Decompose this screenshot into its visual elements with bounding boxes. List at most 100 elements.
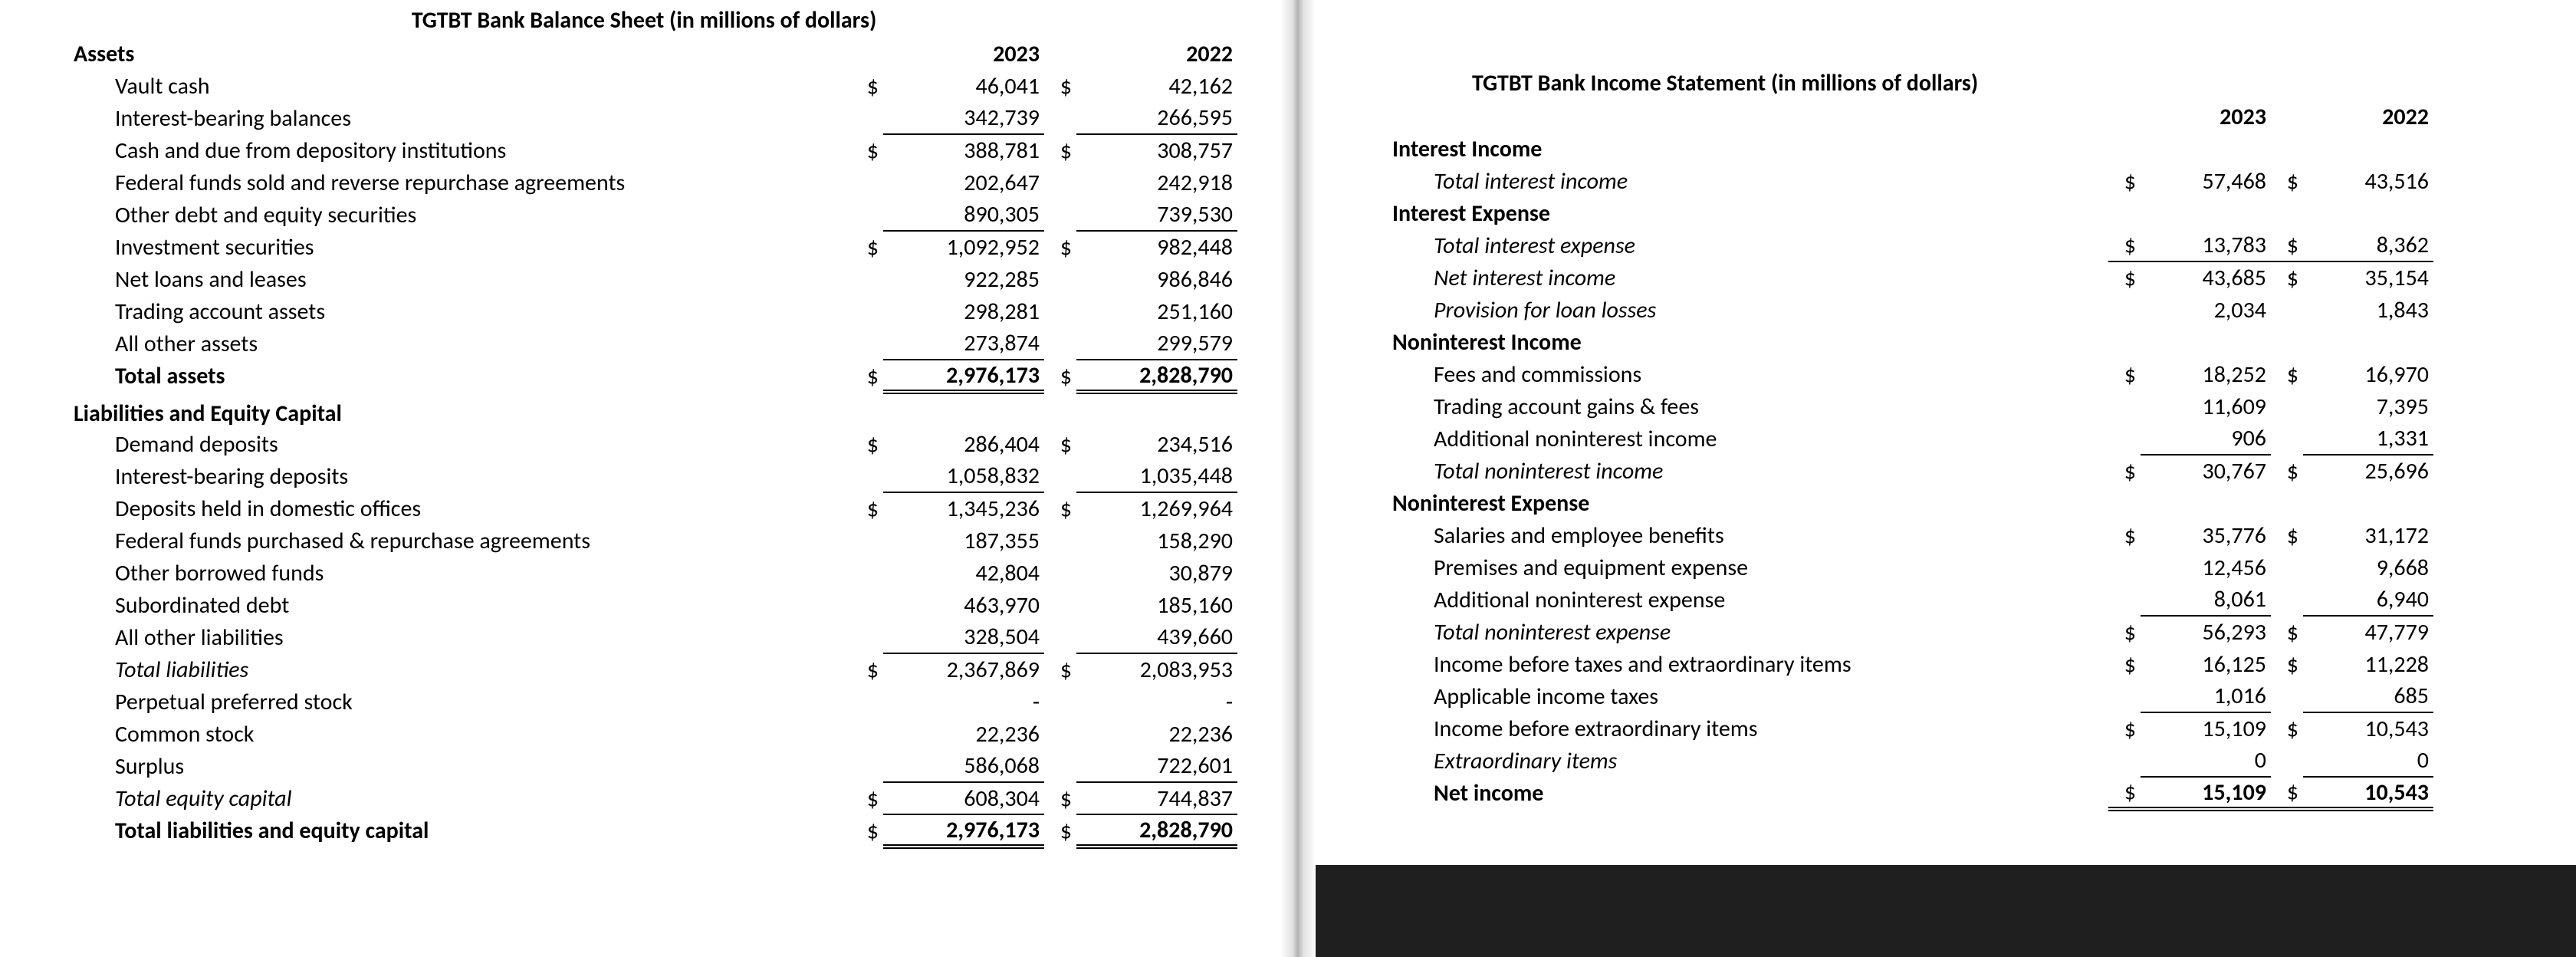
currency-symbol bbox=[1044, 621, 1076, 653]
row-label: Vault cash bbox=[69, 70, 851, 102]
table-row: All other assets273,874299,579 bbox=[69, 327, 1237, 360]
row-label: Total equity capital bbox=[69, 782, 851, 814]
row-value: 739,530 bbox=[1076, 199, 1237, 231]
currency-symbol bbox=[851, 557, 883, 589]
footer-bar bbox=[1316, 865, 2576, 957]
currency-symbol: $ bbox=[1044, 428, 1076, 460]
currency-symbol bbox=[2108, 294, 2141, 326]
row-value: 2,976,173 bbox=[883, 814, 1044, 847]
row-value: 328,504 bbox=[883, 621, 1044, 653]
row-value: 15,109 bbox=[2141, 777, 2271, 809]
currency-symbol: $ bbox=[851, 134, 883, 166]
row-value: 2,828,790 bbox=[1076, 814, 1237, 847]
row-label: Other borrowed funds bbox=[69, 557, 851, 589]
col-year-2022: 2022 bbox=[1076, 38, 1237, 70]
currency-symbol: $ bbox=[851, 428, 883, 460]
row-value: 463,970 bbox=[883, 589, 1044, 621]
row-label: Extraordinary items bbox=[1388, 745, 2108, 777]
currency-symbol bbox=[1044, 199, 1076, 231]
table-row: Total noninterest income$30,767$25,696 bbox=[1388, 455, 2433, 487]
row-value: - bbox=[1076, 686, 1237, 718]
currency-symbol bbox=[1044, 263, 1076, 295]
currency-symbol bbox=[2108, 390, 2141, 423]
currency-symbol bbox=[1044, 295, 1076, 327]
row-value: 0 bbox=[2141, 745, 2271, 777]
table-row: Liabilities and Equity Capital bbox=[69, 392, 1237, 428]
row-label: Total interest income bbox=[1388, 165, 2108, 197]
table-row: Perpetual preferred stock-- bbox=[69, 686, 1237, 718]
row-value: 685 bbox=[2303, 680, 2433, 712]
currency-symbol bbox=[851, 589, 883, 621]
currency-symbol: $ bbox=[1044, 360, 1076, 392]
row-label: Income before extraordinary items bbox=[1388, 712, 2108, 745]
table-row: Deposits held in domestic offices$1,345,… bbox=[69, 492, 1237, 525]
table-row: Noninterest Expense bbox=[1388, 487, 2433, 519]
row-value: 56,293 bbox=[2141, 616, 2271, 648]
table-row: Income before extraordinary items$15,109… bbox=[1388, 712, 2433, 745]
section-heading: Noninterest Income bbox=[1388, 326, 2108, 358]
currency-symbol: $ bbox=[2108, 165, 2141, 197]
row-value: 242,918 bbox=[1076, 166, 1237, 199]
page-left: TGTBT Bank Balance Sheet (in millions of… bbox=[0, 0, 1288, 957]
currency-symbol: $ bbox=[2271, 712, 2303, 745]
table-row: Trading account gains & fees11,6097,395 bbox=[1388, 390, 2433, 423]
currency-symbol: $ bbox=[2108, 712, 2141, 745]
assets-heading: Assets bbox=[69, 38, 851, 70]
table-row: Total liabilities and equity capital$2,9… bbox=[69, 814, 1237, 847]
currency-symbol bbox=[1044, 327, 1076, 360]
row-label: Perpetual preferred stock bbox=[69, 686, 851, 718]
row-label: Additional noninterest expense bbox=[1388, 584, 2108, 616]
row-label: Net income bbox=[1388, 777, 2108, 809]
row-value: 9,668 bbox=[2303, 551, 2433, 584]
currency-symbol: $ bbox=[2108, 229, 2141, 261]
table-row: Subordinated debt463,970185,160 bbox=[69, 589, 1237, 621]
row-value: 922,285 bbox=[883, 263, 1044, 295]
currency-symbol: $ bbox=[2271, 519, 2303, 551]
row-value: 1,331 bbox=[2303, 423, 2433, 455]
table-row: 2023 2022 bbox=[1388, 100, 2433, 133]
table-row: Trading account assets298,281251,160 bbox=[69, 295, 1237, 327]
table-row: Net income$15,109$10,543 bbox=[1388, 777, 2433, 809]
row-value: 8,061 bbox=[2141, 584, 2271, 616]
currency-symbol: $ bbox=[2271, 648, 2303, 680]
row-label: Other debt and equity securities bbox=[69, 199, 851, 231]
table-row: Net loans and leases922,285986,846 bbox=[69, 263, 1237, 295]
row-value: 234,516 bbox=[1076, 428, 1237, 460]
income-statement-table: 2023 2022 Interest IncomeTotal interest … bbox=[1388, 100, 2433, 811]
table-row: Total equity capital$608,304$744,837 bbox=[69, 782, 1237, 814]
currency-symbol bbox=[851, 295, 883, 327]
currency-symbol bbox=[2271, 551, 2303, 584]
row-value: 1,016 bbox=[2141, 680, 2271, 712]
row-value: 42,162 bbox=[1076, 70, 1237, 102]
row-value: 12,456 bbox=[2141, 551, 2271, 584]
table-row: Total interest expense$13,783$8,362 bbox=[1388, 229, 2433, 261]
row-value: 388,781 bbox=[883, 134, 1044, 166]
row-value: 299,579 bbox=[1076, 327, 1237, 360]
row-value: 11,228 bbox=[2303, 648, 2433, 680]
income-statement-title: TGTBT Bank Income Statement (in millions… bbox=[1288, 0, 2576, 100]
row-label: Total noninterest expense bbox=[1388, 616, 2108, 648]
currency-symbol: $ bbox=[1044, 492, 1076, 525]
col-year-2022: 2022 bbox=[2303, 100, 2433, 133]
currency-symbol: $ bbox=[851, 782, 883, 814]
table-row: Total assets$2,976,173$2,828,790 bbox=[69, 360, 1237, 392]
currency-symbol: $ bbox=[2271, 455, 2303, 487]
row-label: Fees and commissions bbox=[1388, 358, 2108, 390]
currency-symbol: $ bbox=[1044, 231, 1076, 263]
currency-symbol bbox=[851, 718, 883, 750]
row-value: 22,236 bbox=[1076, 718, 1237, 750]
table-row: Provision for loan losses2,0341,843 bbox=[1388, 294, 2433, 326]
table-row: Applicable income taxes1,016685 bbox=[1388, 680, 2433, 712]
currency-symbol bbox=[2271, 680, 2303, 712]
table-row: Total interest income$57,468$43,516 bbox=[1388, 165, 2433, 197]
currency-symbol bbox=[2271, 294, 2303, 326]
row-value: 1,345,236 bbox=[883, 492, 1044, 525]
table-row: Total liabilities$2,367,869$2,083,953 bbox=[69, 653, 1237, 686]
row-label: All other liabilities bbox=[69, 621, 851, 653]
row-value: 286,404 bbox=[883, 428, 1044, 460]
row-value: 2,367,869 bbox=[883, 653, 1044, 686]
table-row: Vault cash$46,041$42,162 bbox=[69, 70, 1237, 102]
table-row: Cash and due from depository institution… bbox=[69, 134, 1237, 166]
row-value: 22,236 bbox=[883, 718, 1044, 750]
row-value: 16,970 bbox=[2303, 358, 2433, 390]
